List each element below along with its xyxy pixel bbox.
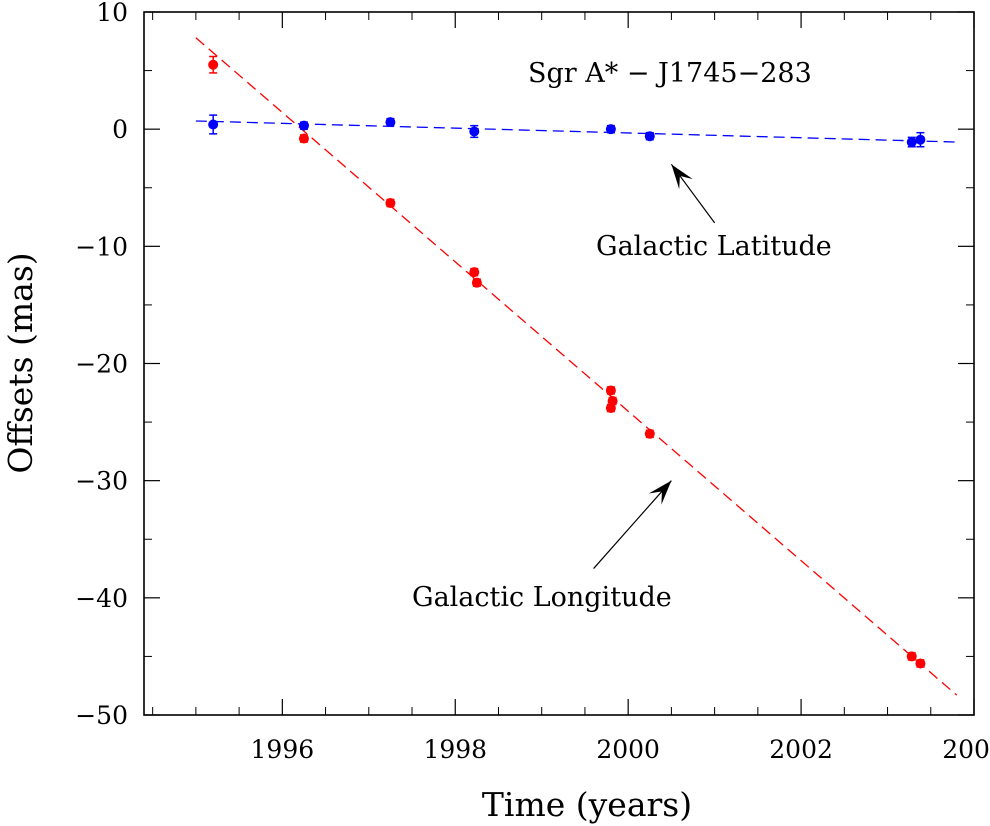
arrow-head [671, 164, 693, 190]
data-point-latitude-5 [644, 131, 655, 142]
annotation-arrow-longitude [593, 480, 672, 569]
y-tick-label: 0 [112, 115, 128, 144]
point-marker [208, 59, 219, 70]
x-tick-label: 2004 [942, 735, 990, 764]
data-point-latitude-1 [298, 120, 309, 131]
y-tick-label: 10 [96, 0, 128, 27]
annotation-latitude-label: Galactic Latitude [596, 231, 832, 262]
point-marker [469, 267, 480, 278]
data-point-longitude-7 [605, 403, 616, 414]
data-point-latitude-7 [915, 131, 926, 148]
point-marker [385, 197, 396, 208]
point-marker [906, 651, 917, 662]
point-marker [298, 120, 309, 131]
point-marker [915, 658, 926, 669]
arrow-head [648, 480, 672, 505]
x-tick-label: 2002 [769, 735, 833, 764]
point-marker [605, 385, 616, 396]
data-point-longitude-0 [208, 55, 219, 74]
x-axis-title: Time (years) [482, 785, 692, 824]
arrow-shaft [593, 480, 672, 569]
y-axis-title: Offsets (mas) [1, 252, 40, 473]
point-marker [605, 124, 616, 135]
x-tick-label: 2000 [596, 735, 660, 764]
chart-title: Sgr A* − J1745−283 [528, 58, 812, 89]
data-point-latitude-3 [469, 124, 480, 139]
data-point-longitude-4 [471, 277, 482, 288]
data-point-longitude-2 [385, 197, 396, 208]
y-tick-label: −30 [75, 467, 128, 496]
data-point-latitude-4 [605, 124, 616, 135]
data-point-longitude-9 [906, 651, 917, 662]
y-tick-label: −50 [75, 701, 128, 730]
point-marker [385, 117, 396, 128]
data-point-longitude-3 [469, 267, 480, 278]
data-point-longitude-8 [644, 428, 655, 439]
data-point-latitude-0 [208, 114, 219, 135]
x-tick-label: 1996 [251, 735, 315, 764]
data-point-longitude-1 [298, 133, 309, 144]
annotation-arrow-latitude [670, 163, 716, 224]
point-marker [605, 403, 616, 414]
y-tick-label: −20 [75, 350, 128, 379]
point-marker [469, 126, 480, 137]
data-point-latitude-2 [385, 117, 396, 128]
annotation-longitude-label: Galactic Longitude [412, 582, 672, 613]
y-tick-label: −10 [75, 232, 128, 261]
fit-line-latitude [195, 120, 957, 143]
data-point-latitude-6 [906, 136, 917, 148]
point-marker [644, 131, 655, 142]
point-marker [471, 277, 482, 288]
point-marker [298, 133, 309, 144]
point-marker [644, 428, 655, 439]
point-marker [915, 134, 926, 145]
data-point-longitude-10 [915, 658, 926, 669]
point-marker [208, 119, 219, 130]
x-tick-label: 1998 [423, 735, 487, 764]
point-marker [906, 137, 917, 148]
fit-line-longitude [195, 37, 958, 696]
data-point-longitude-5 [605, 385, 616, 396]
y-tick-label: −40 [75, 584, 128, 613]
